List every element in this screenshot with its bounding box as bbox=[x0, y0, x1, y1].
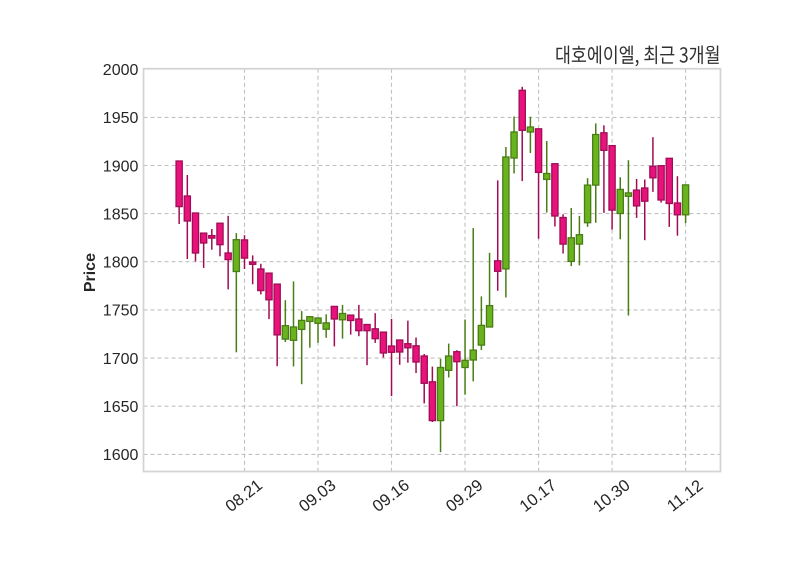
svg-text:1750: 1750 bbox=[103, 303, 139, 320]
svg-text:1850: 1850 bbox=[103, 206, 139, 223]
svg-text:1650: 1650 bbox=[103, 399, 139, 416]
svg-text:1900: 1900 bbox=[103, 158, 139, 175]
svg-text:1600: 1600 bbox=[103, 447, 139, 464]
svg-text:1700: 1700 bbox=[103, 351, 139, 368]
svg-text:Price: Price bbox=[82, 253, 99, 292]
svg-text:1950: 1950 bbox=[103, 110, 139, 127]
svg-text:2000: 2000 bbox=[103, 62, 139, 79]
svg-text:1800: 1800 bbox=[103, 255, 139, 272]
